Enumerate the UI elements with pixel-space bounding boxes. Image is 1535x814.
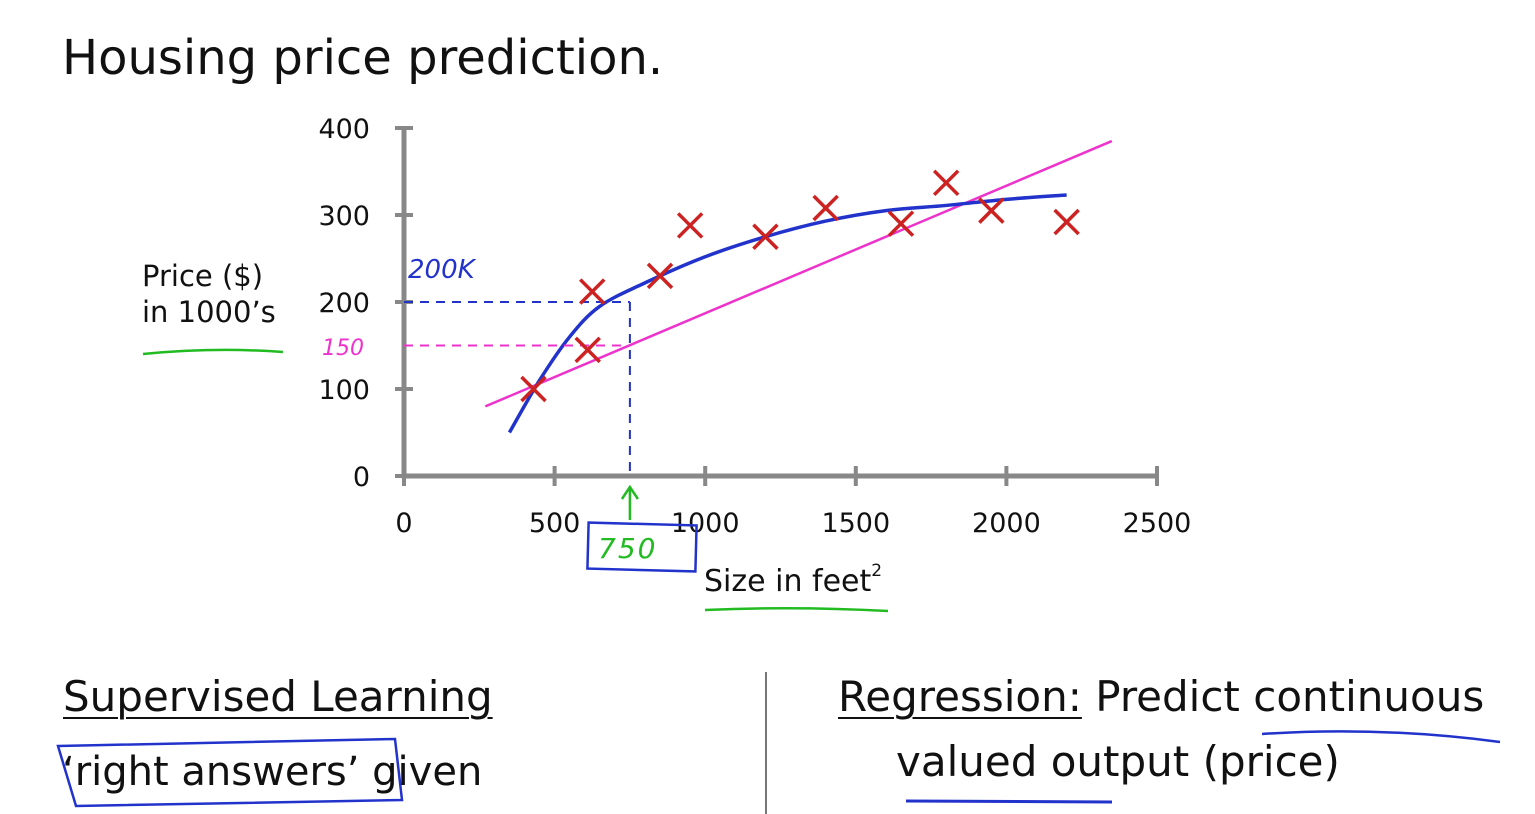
x-tick-label: 0 bbox=[395, 508, 412, 539]
linear-fit-line bbox=[484, 139, 1113, 408]
right-answers-text: ‘right answers’ bbox=[62, 749, 360, 795]
annotation-750: 750 bbox=[598, 532, 657, 565]
supervised-learning-heading: Supervised Learning bbox=[63, 672, 493, 721]
regression-text: Predict continuous bbox=[1081, 672, 1485, 721]
data-point bbox=[978, 197, 1005, 224]
ylabel-underline bbox=[142, 348, 284, 356]
given-text: given bbox=[359, 749, 483, 795]
data-point bbox=[752, 223, 779, 250]
data-point bbox=[676, 212, 704, 239]
right-answers-line: ‘right answers’ given bbox=[62, 752, 482, 792]
y-axis-label-line2: in 1000’s bbox=[142, 295, 276, 329]
column-divider bbox=[765, 672, 767, 814]
y-tick-label: 200 bbox=[318, 288, 370, 319]
x-axis-label-superscript: 2 bbox=[871, 561, 883, 581]
valued-output-underline bbox=[905, 799, 1113, 804]
annotation-150: 150 bbox=[322, 336, 364, 361]
green-arrow-head bbox=[620, 484, 639, 500]
y-tick-label: 100 bbox=[318, 375, 370, 406]
data-point bbox=[520, 375, 547, 403]
xlabel-underline bbox=[704, 606, 889, 613]
x-axis-label: Size in feet2 bbox=[704, 563, 882, 599]
data-point bbox=[579, 278, 606, 305]
data-point bbox=[932, 169, 960, 197]
annotation-750-box bbox=[586, 521, 698, 573]
data-point bbox=[1053, 208, 1080, 236]
data-point bbox=[646, 262, 674, 290]
x-tick-label: 500 bbox=[529, 508, 581, 539]
slide-title: Housing price prediction. bbox=[62, 30, 664, 86]
quadratic-fit-curve bbox=[507, 193, 1067, 434]
y-tick-label: 400 bbox=[318, 114, 370, 145]
y-axis-label: Price ($) in 1000’s bbox=[142, 258, 276, 330]
y-tick-label: 300 bbox=[318, 201, 370, 232]
annotation-200k: 200K bbox=[408, 255, 477, 285]
data-point bbox=[812, 194, 839, 222]
right-answers-box bbox=[56, 737, 404, 808]
x-tick-label: 1000 bbox=[671, 508, 740, 539]
y-axis-label-line1: Price ($) bbox=[142, 259, 264, 293]
x-tick-label: 1500 bbox=[821, 508, 890, 539]
x-tick-label: 2000 bbox=[972, 508, 1041, 539]
regression-line-1: Regression: Predict continuous bbox=[838, 676, 1484, 718]
regression-line-2: valued output (price) bbox=[896, 737, 1340, 786]
y-tick-label: 0 bbox=[353, 462, 370, 493]
x-axis-label-text: Size in feet bbox=[704, 564, 872, 599]
data-point bbox=[887, 210, 915, 237]
x-tick-label: 2500 bbox=[1123, 508, 1192, 539]
regression-term: Regression: bbox=[838, 672, 1082, 721]
data-point bbox=[574, 336, 601, 364]
continuous-underline bbox=[1261, 730, 1501, 744]
